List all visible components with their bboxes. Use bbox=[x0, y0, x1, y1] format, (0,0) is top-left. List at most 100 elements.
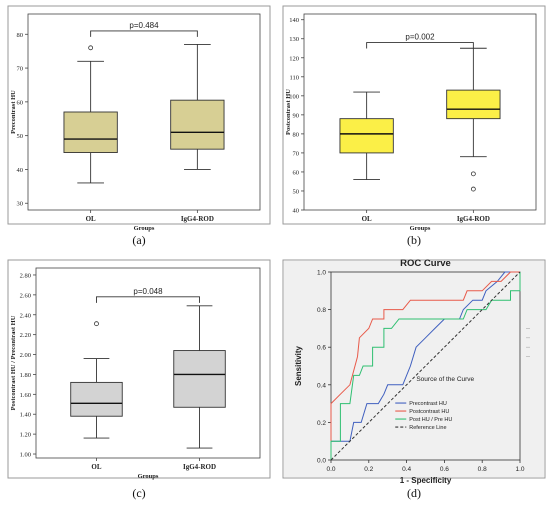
y-tick-label: 0.0 bbox=[317, 458, 326, 465]
y-tick-label: 2.20 bbox=[20, 332, 31, 339]
box-ol bbox=[339, 91, 394, 181]
x-axis-label: Groups bbox=[410, 225, 431, 232]
y-axis-label: Precontrast HU bbox=[10, 90, 17, 134]
y-tick-label: 100 bbox=[289, 93, 299, 100]
box-igg4-rod bbox=[170, 43, 225, 170]
y-tick-label: 0.2 bbox=[317, 420, 326, 427]
y-axis-label: Sensitivity bbox=[294, 345, 303, 386]
outlier-point bbox=[94, 321, 99, 327]
p-value-label: p=0.484 bbox=[129, 21, 159, 30]
x-tick-label: IgG4-ROD bbox=[181, 215, 214, 223]
y-tick-label: 1.40 bbox=[20, 412, 31, 419]
x-tick-label: OL bbox=[86, 215, 96, 223]
y-tick-label: 2.80 bbox=[20, 272, 31, 279]
panel-label: (a) bbox=[132, 233, 145, 247]
x-tick-label: 0.6 bbox=[440, 466, 449, 473]
significance-bracket bbox=[366, 42, 474, 49]
box-iqr bbox=[70, 381, 123, 417]
x-tick-label: 0.8 bbox=[478, 466, 487, 473]
outlier-point bbox=[470, 186, 476, 192]
y-tick-label: 1.00 bbox=[20, 452, 31, 459]
panel-2: 40 50 60 70 80 90 100 110 120 130 140 Postcontrast … bbox=[282, 5, 546, 232]
box-igg4-rod bbox=[446, 47, 501, 192]
y-tick-label: 0.8 bbox=[317, 307, 326, 314]
box-ol bbox=[63, 45, 118, 184]
x-tick-label: 1.0 bbox=[515, 466, 524, 473]
box-igg4-rod bbox=[173, 305, 226, 449]
box-iqr bbox=[170, 99, 225, 150]
panel-1: 30 40 50 60 70 80 Precontrast HU OL IgG4-ROD Grou… bbox=[7, 5, 271, 232]
y-tick-label: 40 bbox=[293, 208, 300, 215]
panel-frame bbox=[7, 259, 271, 479]
panel-label: (d) bbox=[407, 486, 421, 500]
panel-frame bbox=[7, 5, 271, 225]
y-tick-label: 110 bbox=[289, 74, 299, 81]
y-tick-label: 60 bbox=[293, 169, 300, 176]
y-axis-label: Postcontrast HU bbox=[285, 89, 292, 135]
box-iqr bbox=[446, 89, 501, 120]
x-tick-label: 0.0 bbox=[326, 466, 335, 473]
y-tick-label: 1.80 bbox=[20, 372, 31, 379]
y-tick-label: 2.40 bbox=[20, 312, 31, 319]
legend-entry: Precontrast HU bbox=[409, 401, 447, 407]
y-tick-label: 40 bbox=[17, 167, 24, 174]
y-tick-label: 60 bbox=[17, 99, 24, 106]
y-tick-label: 0.6 bbox=[317, 345, 326, 352]
x-tick-label: 0.2 bbox=[364, 466, 373, 473]
plot-area bbox=[35, 267, 261, 459]
box-iqr bbox=[63, 111, 118, 154]
roc-series-2 bbox=[330, 271, 520, 460]
legend-title: Source of the Curve bbox=[416, 376, 474, 383]
y-tick-label: 50 bbox=[293, 188, 300, 195]
p-value-label: p=0.048 bbox=[133, 287, 163, 296]
y-tick-label: 30 bbox=[17, 201, 24, 208]
plot-area bbox=[303, 13, 537, 211]
x-tick-label: IgG4-ROD bbox=[183, 463, 216, 471]
y-tick-label: 0.4 bbox=[317, 382, 326, 389]
legend-entry: Postcontrast HU bbox=[409, 409, 449, 415]
y-axis-label: Postcontrast HU / Precontrast HU bbox=[10, 315, 17, 410]
legend: Source of the Curve Precontrast HU Postcon… bbox=[395, 376, 475, 431]
significance-bracket bbox=[90, 30, 198, 37]
y-tick-label: 90 bbox=[293, 112, 300, 119]
outlier-point bbox=[470, 171, 476, 177]
x-tick-label: IgG4-ROD bbox=[457, 215, 490, 223]
panel-label: (b) bbox=[407, 233, 421, 247]
box-iqr bbox=[173, 350, 226, 408]
chart-title: ROC Curve bbox=[400, 258, 451, 269]
y-tick-label: 1.60 bbox=[20, 392, 31, 399]
y-tick-label: 80 bbox=[17, 32, 24, 39]
y-tick-label: 80 bbox=[293, 131, 300, 138]
roc-series-3 bbox=[330, 272, 521, 460]
roc-series-4 bbox=[330, 271, 521, 461]
outlier-point bbox=[88, 45, 94, 51]
y-tick-label: 2.00 bbox=[20, 352, 31, 359]
x-axis-label: Groups bbox=[134, 225, 155, 232]
box-ol bbox=[70, 321, 123, 439]
x-tick-label: 0.4 bbox=[402, 466, 411, 473]
y-tick-label: 50 bbox=[17, 133, 24, 140]
significance-bracket bbox=[96, 296, 200, 303]
box-iqr bbox=[339, 118, 394, 154]
panel-4: ROC Curve 0.0 0.2 0.4 0.6 0.8 1.0 0.0 0.2 0.4 0.6 0… bbox=[282, 258, 546, 485]
y-tick-label: 70 bbox=[293, 150, 300, 157]
y-tick-label: 2.60 bbox=[20, 292, 31, 299]
p-value-label: p=0.002 bbox=[405, 33, 435, 42]
x-tick-label: OL bbox=[362, 215, 372, 223]
x-axis-label: Groups bbox=[138, 473, 159, 480]
panel-3: 1.00 1.20 1.40 1.60 1.80 2.00 2.20 2.40 2.60 2.80… bbox=[7, 259, 271, 480]
legend-entry: Reference Line bbox=[409, 425, 446, 431]
legend-entry: Post HU / Pre HU bbox=[409, 417, 452, 423]
y-tick-label: 130 bbox=[289, 36, 299, 43]
panel-label: (c) bbox=[132, 486, 145, 500]
x-axis-label: 1 - Specificity bbox=[400, 476, 452, 485]
x-tick-label: OL bbox=[91, 463, 101, 471]
y-tick-label: 70 bbox=[17, 66, 24, 73]
y-tick-label: 120 bbox=[289, 55, 299, 62]
y-tick-label: 1.0 bbox=[317, 270, 326, 277]
roc-series-1 bbox=[330, 271, 520, 460]
y-tick-label: 140 bbox=[289, 17, 299, 24]
plot-area bbox=[27, 13, 261, 211]
y-tick-label: 1.20 bbox=[20, 432, 31, 439]
